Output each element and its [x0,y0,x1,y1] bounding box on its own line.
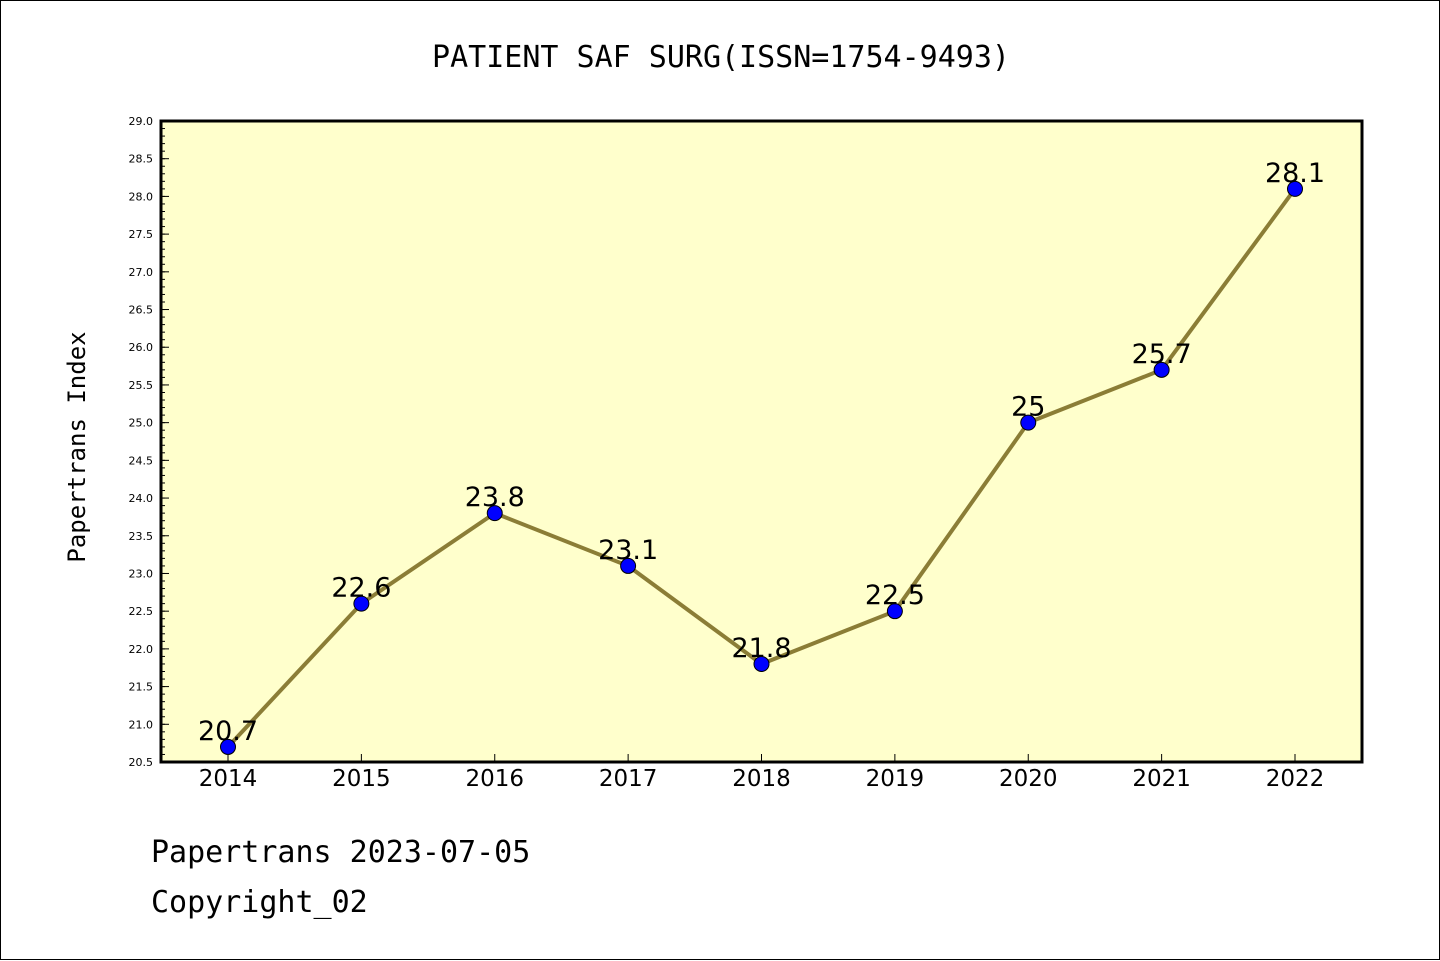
series-layer: 20.7 22.6 23.8 23.1 21.8 22.5 25 25.7 28.1 [198,158,1325,755]
data-point [620,557,637,574]
chart-title: PATIENT SAF SURG(ISSN=1754-9493) [432,40,1010,75]
footer-copyright: Copyright_02 [151,885,368,920]
y-tick-label: 22.5 [129,605,154,618]
data-point [1020,414,1037,431]
data-label: 20.7 [198,716,258,747]
data-point [220,738,236,755]
y-tick-label: 23.5 [129,530,154,543]
x-tick-label: 2014 [199,766,258,792]
x-tick-label: 2015 [332,766,391,792]
data-label: 25.7 [1132,339,1192,370]
y-tick-label: 28.0 [129,190,154,203]
data-label: 23.1 [598,535,658,566]
x-tick-label: 2017 [599,766,658,792]
y-tick-label: 29.0 [129,115,154,128]
data-label: 28.1 [1265,158,1325,189]
x-axis-ticks: 2014 2015 2016 2017 2018 2019 2020 2021 2022 [199,754,1325,792]
x-tick-label: 2020 [999,766,1058,792]
y-tick-label: 26.0 [129,341,154,354]
y-tick-label: 24.0 [129,492,154,505]
data-label: 25 [1011,392,1045,423]
y-tick-label: 23.0 [129,567,154,580]
y-axis-ticks: 20.5 21.0 21.5 22.0 22.5 23.0 23.5 24.0 24.5 25.0… [129,115,169,769]
y-tick-label: 21.5 [129,681,154,694]
x-tick-label: 2016 [465,766,524,792]
y-tick-label: 27.0 [129,266,154,279]
data-label: 23.8 [465,482,525,513]
data-label: 21.8 [731,633,791,664]
data-point [1287,180,1303,197]
y-tick-label: 22.0 [129,643,154,656]
y-tick-label: 20.5 [129,756,154,769]
x-tick-label: 2021 [1132,766,1191,792]
data-point [486,505,503,522]
y-tick-label: 28.5 [129,153,154,166]
data-point [1153,361,1170,378]
x-tick-label: 2018 [732,766,791,792]
x-tick-label: 2019 [866,766,925,792]
plot-area [159,119,1364,764]
x-tick-label: 2022 [1266,766,1325,792]
data-point [886,603,903,620]
y-tick-label: 26.5 [129,304,154,317]
footer-date: Papertrans 2023-07-05 [151,835,531,870]
data-point [753,655,770,672]
y-tick-label: 25.5 [129,379,154,392]
y-tick-label: 21.0 [129,718,154,731]
y-tick-label: 24.5 [129,454,154,467]
data-label: 22.5 [865,580,925,611]
y-tick-label: 27.5 [129,228,154,241]
data-point [353,595,370,612]
y-axis-label: Papertrans Index [63,331,91,562]
y-tick-label: 25.0 [129,417,154,430]
data-label: 22.6 [331,573,391,604]
